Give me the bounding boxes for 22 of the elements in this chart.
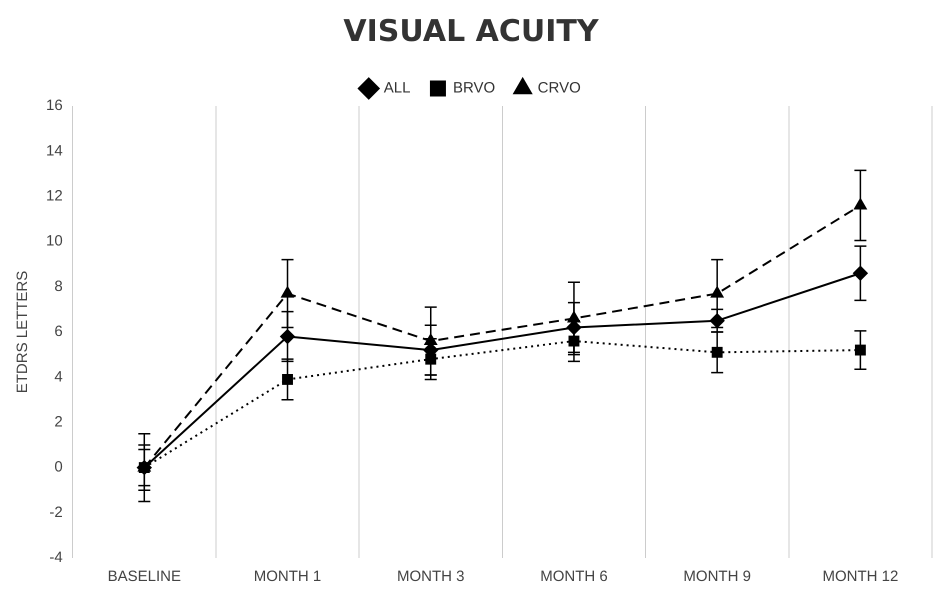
y-tick-label: 12 (46, 188, 63, 205)
y-tick-label: 0 (54, 458, 63, 476)
x-tick-label: MONTH 3 (396, 568, 464, 586)
x-tick-label: MONTH 12 (822, 568, 898, 586)
y-tick-label: 8 (54, 278, 63, 295)
y-tick-label: -2 (49, 504, 63, 521)
legend-label: BRVO (452, 80, 496, 97)
x-tick-label: MONTH 6 (540, 568, 608, 586)
x-tick-label: MONTH 1 (254, 568, 322, 586)
y-tick-label: -4 (49, 549, 63, 566)
y-tick-label: 2 (54, 414, 63, 431)
x-tick-label: MONTH 9 (683, 568, 751, 586)
y-tick-label: 4 (54, 368, 63, 386)
legend-label: ALL (384, 80, 410, 97)
y-tick-label: 14 (46, 142, 63, 160)
y-tick-label: 10 (46, 232, 63, 250)
y-tick-label: 6 (54, 323, 63, 340)
y-axis-title: ETDRS LETTERS (14, 270, 32, 394)
legend-label: CRVO (538, 80, 581, 97)
y-tick-label: 16 (46, 97, 63, 114)
chart-title: VISUAL ACUITY (343, 14, 600, 49)
x-tick-label: BASELINE (108, 568, 181, 586)
